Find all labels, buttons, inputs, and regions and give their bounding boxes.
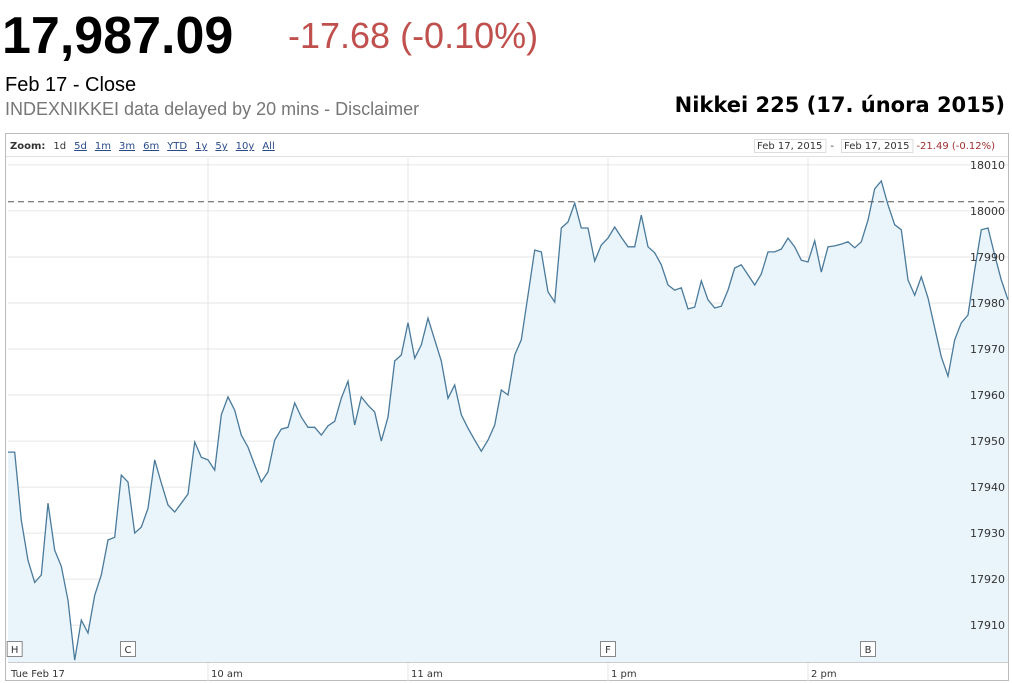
toolbar: Zoom: 1d 5d 1m 3m 6m YTD 1y 5y 10y All Feb 17, 2015… [10,139,995,153]
zoom-link[interactable]: 1y [195,141,207,152]
y-tick-label: 18010 [970,159,1005,172]
zoom-link[interactable]: 6m [143,141,159,152]
range-date: Feb 17, 2015 [844,141,909,152]
flag[interactable] [600,641,616,657]
flag[interactable] [6,641,23,657]
area-fill [8,181,1008,662]
zoom-link[interactable]: 1m [95,141,111,152]
y-tick-label: 17990 [970,251,1005,264]
range-separator: - [830,141,834,152]
price-change: -17.68 (-0.10%) [288,15,538,56]
zoom-link[interactable]: 5d [74,141,87,152]
range-box[interactable] [754,139,827,153]
zoom-link[interactable]: YTD [166,141,187,152]
caption: Nikkei 225 (17. února 2015) [675,93,1005,117]
range-box[interactable] [841,139,914,153]
y-tick-label: 17980 [970,297,1005,310]
y-tick-label: 17930 [970,527,1005,540]
zoom-link[interactable]: 5y [215,141,227,152]
source-note: INDEXNIKKEI data delayed by 20 mins - Di… [5,99,419,119]
zoom-link[interactable]: 3m [119,141,135,152]
y-tick-label: 18000 [970,205,1005,218]
flag-label: F [605,645,611,656]
x-tick-label: 10 am [211,669,243,680]
x-tick-label: Tue Feb 17 [10,669,65,680]
y-tick-label: 17970 [970,343,1005,356]
y-tick-label: 17940 [970,481,1005,494]
zoom-label: Zoom: [10,141,45,152]
x-tick-label: 2 pm [811,669,837,680]
y-tick-label: 17910 [970,619,1005,632]
zoom-link[interactable]: All [262,141,274,152]
plot: 17910 17920 17930 17940 17950 17960 17970 17980… [6,158,1009,681]
flag-label: C [125,645,132,656]
date-label: Feb 17 - Close [5,74,136,96]
x-tick-label: 1 pm [611,669,637,680]
range-change: -21.49 (-0.12%) [916,141,995,152]
price-line [8,179,1009,661]
y-tick-label: 17960 [970,389,1005,402]
flag[interactable] [120,641,136,657]
flag-label: H [11,645,19,656]
range-date: Feb 17, 2015 [757,141,822,152]
x-tick-label: 11 am [411,669,443,680]
y-tick-label: 17920 [970,573,1005,586]
flag[interactable] [860,641,876,657]
zoom-link: 1d [53,141,66,152]
price: 17,987.09 [2,7,233,65]
zoom-link[interactable]: 10y [236,141,255,152]
y-tick-label: 17950 [970,435,1005,448]
flag-label: B [865,645,872,656]
